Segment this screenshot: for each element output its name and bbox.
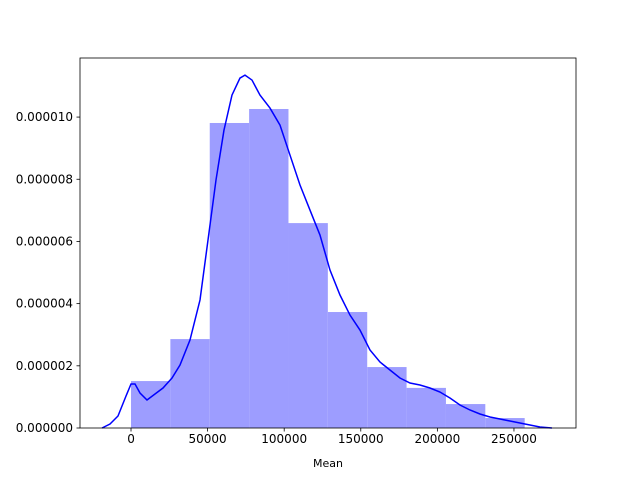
x-axis-label: Mean <box>313 457 343 470</box>
y-tick-label: 0.000002 <box>16 359 73 373</box>
x-tick-label: 100000 <box>261 432 307 446</box>
y-tick-label: 0.000006 <box>16 234 73 248</box>
bar <box>209 122 250 429</box>
y-tick-label: 0.000000 <box>16 421 73 435</box>
y-tick-label: 0.000004 <box>16 297 73 311</box>
bar <box>445 404 486 428</box>
x-tick-label: 200000 <box>414 432 460 446</box>
y-tick-label: 0.000010 <box>16 110 73 124</box>
bar <box>406 387 446 428</box>
bar <box>249 108 289 428</box>
plot-frame <box>79 57 577 429</box>
bar <box>367 367 407 428</box>
x-tick-label: 0 <box>127 432 135 446</box>
kde-line <box>101 74 552 429</box>
x-tick-label: 250000 <box>491 432 537 446</box>
x-tick-label: 150000 <box>338 432 384 446</box>
bar <box>485 418 525 428</box>
y-tick-label: 0.000008 <box>16 172 73 186</box>
bar <box>288 223 328 428</box>
bar <box>327 312 368 428</box>
bar <box>170 339 210 428</box>
x-tick-label: 50000 <box>189 432 227 446</box>
